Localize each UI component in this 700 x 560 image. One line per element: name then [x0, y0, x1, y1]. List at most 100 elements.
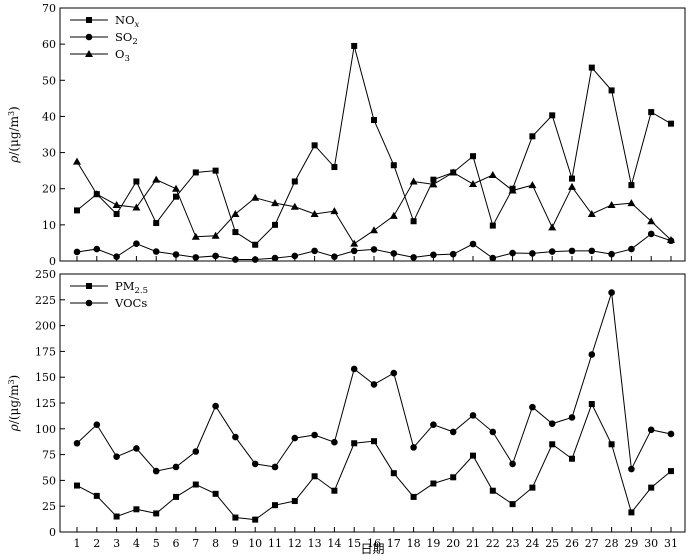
data-point [351, 440, 358, 447]
series-line [76, 45, 672, 246]
x-tick-label: 4 [133, 537, 140, 550]
data-point [569, 455, 575, 462]
data-point [607, 200, 616, 208]
x-tick-label: 19 [426, 537, 440, 550]
data-point [449, 250, 457, 258]
data-point [628, 245, 635, 253]
data-point [331, 487, 338, 494]
data-point [469, 240, 477, 248]
x-tick-label: 12 [288, 537, 302, 550]
data-point [231, 210, 240, 218]
data-point [350, 239, 359, 247]
data-point [232, 433, 239, 441]
x-tick-label: 13 [308, 537, 322, 550]
data-point [191, 232, 200, 240]
data-point [113, 253, 120, 260]
legend-label: PM2.5 [115, 279, 148, 296]
data-point [272, 502, 278, 509]
data-point [371, 438, 377, 445]
y-tick-label: 25 [42, 500, 56, 513]
data-point [569, 175, 575, 182]
data-point [74, 482, 80, 489]
data-point [588, 247, 596, 255]
series-vocs [73, 289, 675, 475]
data-point [212, 402, 219, 410]
y-tick-label: 175 [35, 345, 56, 358]
data-point [112, 200, 121, 208]
data-point [568, 247, 576, 255]
data-point [648, 484, 655, 491]
y-tick-label: 0 [49, 255, 56, 268]
data-point [331, 253, 338, 260]
data-point [470, 452, 476, 459]
data-point [449, 168, 458, 176]
data-point [132, 203, 141, 211]
x-axis-title: 日期 [360, 542, 384, 556]
data-point [608, 441, 615, 448]
data-point [311, 247, 318, 255]
data-point [627, 199, 636, 207]
x-tick-label: 29 [624, 537, 638, 550]
data-point [133, 240, 140, 247]
data-point [647, 230, 655, 238]
y-tick-label: 50 [42, 474, 56, 487]
x-tick-label: 6 [173, 537, 180, 550]
x-tick-label: 17 [387, 537, 401, 550]
data-point [549, 112, 556, 119]
data-point [172, 463, 180, 471]
data-point [251, 256, 259, 263]
data-point [568, 414, 576, 421]
data-point [311, 473, 318, 480]
y-tick-label: 70 [42, 2, 56, 15]
data-point [252, 241, 259, 248]
data-point [92, 190, 101, 198]
data-point [667, 430, 675, 438]
y-tick-label: 150 [35, 371, 56, 384]
x-tick-label: 8 [212, 537, 219, 550]
series-so2 [73, 230, 675, 263]
data-point [232, 514, 239, 521]
data-point [429, 180, 438, 188]
data-point [291, 178, 298, 185]
data-point [628, 509, 635, 516]
data-point [152, 248, 160, 255]
data-point [529, 250, 536, 257]
data-point [488, 170, 497, 178]
data-point [212, 490, 219, 497]
x-tick-label: 23 [506, 537, 520, 550]
data-point [152, 175, 161, 183]
series-line [76, 402, 672, 521]
data-point [449, 428, 457, 436]
data-point [291, 252, 299, 260]
x-tick-label: 25 [545, 537, 559, 550]
data-point [430, 421, 437, 428]
legend-label: O3 [115, 47, 130, 64]
data-point [172, 251, 180, 258]
data-point [410, 444, 417, 451]
y-tick-label: 20 [42, 183, 56, 196]
data-point [529, 484, 536, 491]
data-point [133, 506, 140, 513]
x-tick-label: 21 [466, 537, 480, 550]
y-tick-label: 225 [35, 294, 56, 307]
x-tick-label: 22 [486, 537, 500, 550]
data-point [192, 481, 199, 488]
data-point [192, 448, 200, 455]
x-tick-label: 9 [232, 537, 239, 550]
y-tick-label: 75 [42, 449, 56, 462]
data-point [469, 412, 477, 419]
data-point [410, 254, 417, 261]
data-point [211, 231, 220, 239]
data-point [410, 493, 417, 500]
y-axis-title: ρ/(μg/m3) [7, 106, 21, 163]
data-point [232, 256, 239, 263]
data-point [133, 178, 140, 185]
data-point [588, 64, 595, 71]
x-tick-label: 20 [446, 537, 460, 550]
data-point [311, 142, 318, 149]
data-point [290, 202, 299, 210]
